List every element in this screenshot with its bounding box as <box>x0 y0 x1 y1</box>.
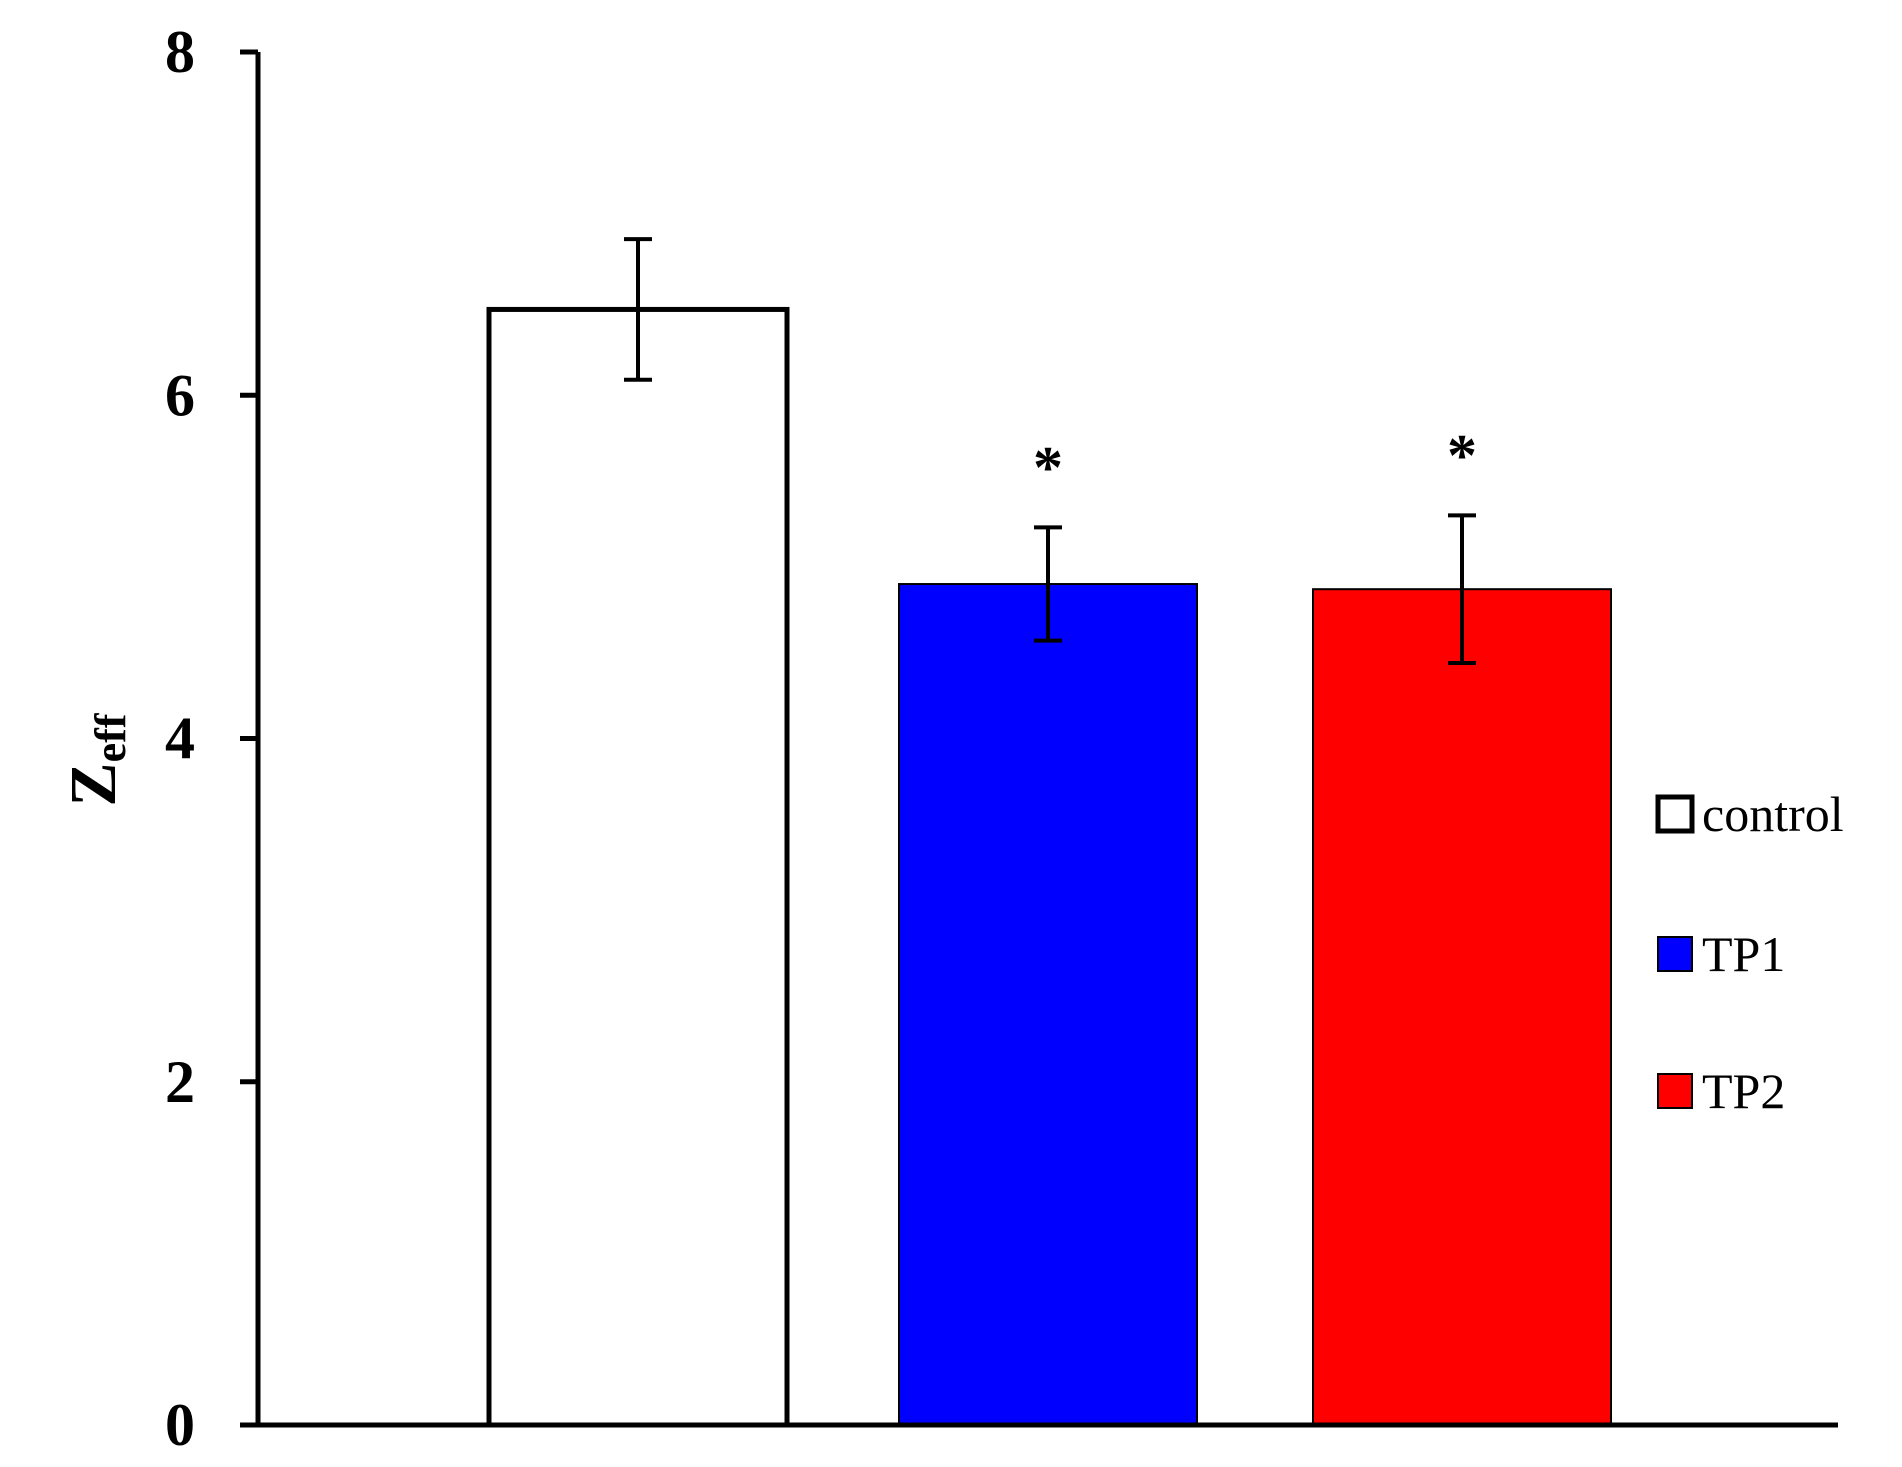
y-axis-title-subscript: eff <box>86 712 135 762</box>
y-tick-label: 8 <box>165 19 195 85</box>
y-axis-title-main: Z <box>57 762 130 806</box>
legend-swatch-control <box>1655 794 1695 834</box>
legend-label-control: control <box>1702 786 1844 842</box>
legend-swatch-tp2 <box>1657 1073 1693 1109</box>
y-tick-label: 0 <box>165 1392 195 1458</box>
legend-label-tp2: TP2 <box>1702 1063 1785 1119</box>
y-tick-label: 4 <box>165 706 195 772</box>
axes-layer: 0 2 4 6 8 <box>165 19 1838 1458</box>
significance-marker: * <box>1447 422 1477 488</box>
error-bars-layer <box>624 237 1476 665</box>
bar-tp1 <box>898 583 1198 1426</box>
bar-control <box>486 306 790 1428</box>
bar-tp2 <box>1312 588 1612 1426</box>
legend: control TP1 TP2 <box>1655 786 1844 1119</box>
y-axis-title: Zeff <box>57 712 135 806</box>
annotations-layer: * * <box>1033 422 1477 500</box>
significance-marker: * <box>1033 434 1063 500</box>
legend-label-tp1: TP1 <box>1702 926 1785 982</box>
y-tick-label: 2 <box>165 1049 195 1115</box>
y-axis-title-text: Zeff <box>57 712 135 806</box>
y-tick-label: 6 <box>165 362 195 428</box>
legend-swatch-tp1 <box>1657 936 1693 972</box>
